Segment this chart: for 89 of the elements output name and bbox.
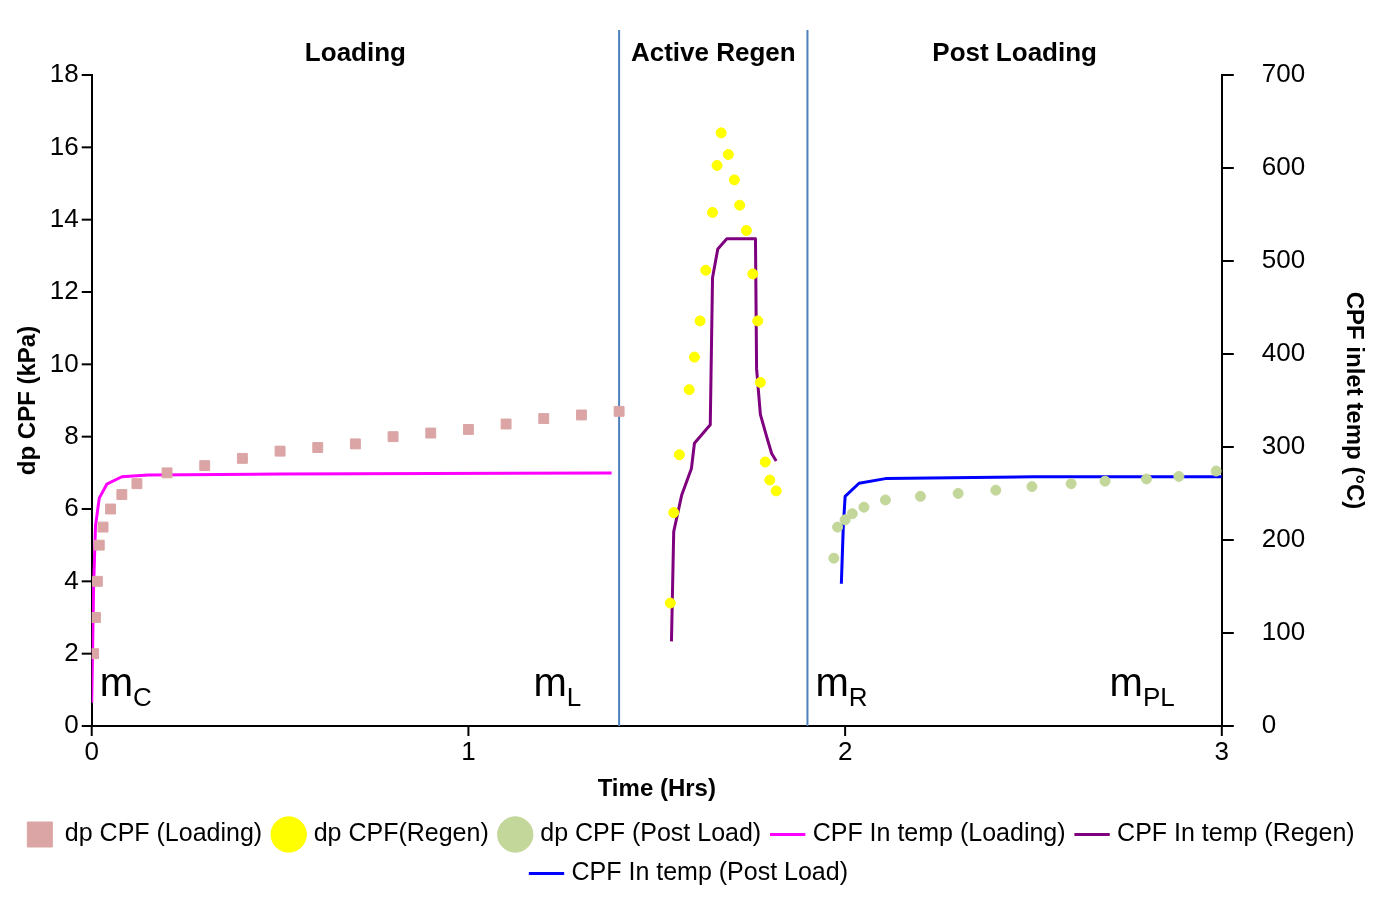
point	[387, 431, 399, 443]
point	[990, 484, 1002, 496]
point	[131, 478, 143, 490]
legend-label: CPF In temp (Regen)	[1117, 818, 1355, 847]
point	[700, 264, 712, 276]
point	[828, 552, 840, 564]
y2-tick-label: 600	[1261, 151, 1306, 182]
y2-tick-label: 200	[1261, 523, 1306, 554]
point	[952, 487, 964, 499]
legend-label: CPF In temp (Loading)	[812, 818, 1066, 847]
point	[668, 507, 680, 519]
y-tick-label: 16	[49, 130, 79, 161]
x-tick-label: 2	[837, 735, 853, 766]
legend-label: dp CPF (Loading)	[64, 818, 263, 847]
y2-tick-label: 500	[1261, 244, 1306, 275]
y-tick-label: 4	[64, 564, 79, 595]
y2-tick-label: 400	[1261, 337, 1306, 368]
point	[839, 514, 851, 526]
point	[91, 612, 101, 623]
point	[575, 409, 587, 421]
x-axis-title: Time (Hrs)	[597, 774, 716, 802]
y-tick-label: 12	[49, 275, 79, 306]
y-tick-label: 6	[64, 492, 79, 523]
point	[199, 460, 211, 472]
y-tick-label: 0	[64, 709, 79, 740]
point	[312, 442, 324, 453]
point	[728, 174, 740, 186]
point	[683, 384, 695, 396]
point	[500, 418, 512, 430]
y2-axis-title: CPF inlet temp (°C)	[1341, 291, 1369, 510]
point	[1210, 465, 1222, 477]
legend-label: dp CPF (Post Load)	[540, 818, 762, 847]
point	[1065, 478, 1077, 490]
point	[770, 485, 782, 497]
point	[832, 521, 844, 533]
point	[1026, 481, 1038, 493]
point	[1140, 473, 1152, 485]
point	[105, 503, 117, 515]
text: Post Loading	[932, 37, 1097, 67]
y-tick-label: 14	[49, 202, 79, 233]
point	[759, 456, 771, 468]
point	[747, 268, 759, 280]
x-tick-label: 0	[84, 735, 99, 766]
x-tick-label: 3	[1214, 735, 1230, 766]
point	[116, 489, 128, 500]
point	[846, 508, 858, 520]
point	[425, 427, 437, 439]
y-tick-label: 2	[64, 636, 79, 667]
point	[707, 206, 719, 218]
y2-tick-label: 300	[1261, 430, 1306, 461]
y2-tick-label: 700	[1261, 58, 1306, 89]
point	[91, 575, 103, 587]
y-tick-label: 8	[64, 419, 79, 450]
point	[688, 351, 700, 363]
point	[914, 490, 926, 502]
y2-tick-label: 0	[1261, 709, 1277, 740]
point	[879, 494, 891, 506]
point	[722, 149, 734, 161]
y-axis-title: dp CPF (kPa)	[13, 325, 41, 476]
y2-tick-label: 100	[1261, 616, 1306, 647]
point	[161, 467, 173, 479]
point	[664, 597, 676, 609]
point	[236, 452, 248, 464]
point	[752, 315, 764, 327]
point	[462, 423, 474, 435]
point	[740, 225, 752, 237]
y-tick-label: 10	[49, 347, 79, 378]
point	[858, 501, 870, 513]
legend-label: dp CPF(Regen)	[313, 818, 489, 847]
y-tick-label: 18	[49, 58, 79, 89]
text: Active Regen	[630, 37, 796, 67]
point	[349, 438, 361, 450]
text: Loading	[304, 37, 406, 67]
point	[97, 521, 109, 533]
point	[754, 376, 766, 388]
point	[613, 405, 625, 417]
point	[1173, 470, 1185, 482]
point	[734, 199, 746, 211]
point	[673, 449, 685, 461]
point	[694, 315, 706, 327]
point	[715, 127, 727, 139]
point	[93, 539, 105, 551]
point	[538, 413, 550, 425]
point	[711, 159, 723, 171]
point	[764, 474, 776, 486]
point	[1099, 475, 1111, 487]
legend-label: CPF In temp (Post Load)	[571, 857, 849, 886]
x-tick-label: 1	[461, 735, 476, 766]
point	[274, 445, 286, 457]
